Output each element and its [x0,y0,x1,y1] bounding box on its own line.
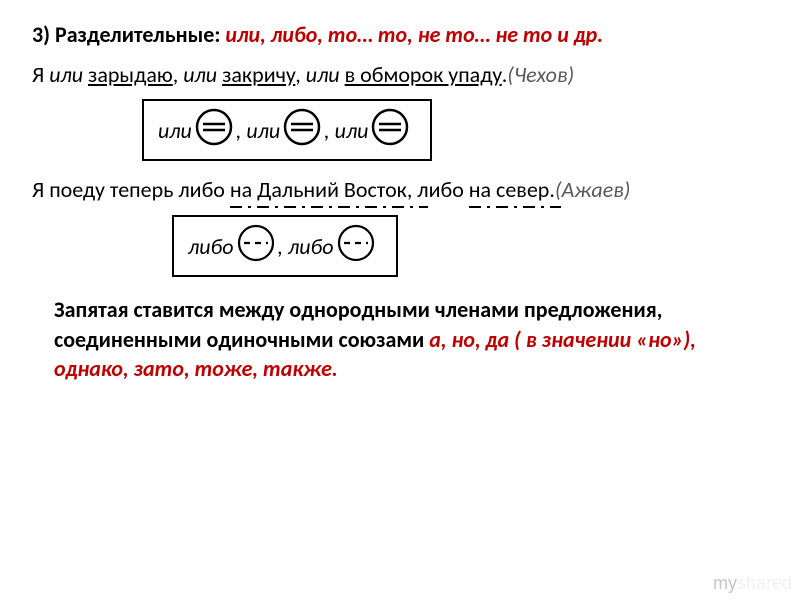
ex1-subject: Я [32,61,49,88]
ex1-verb-3: в обморок упаду [345,61,502,88]
ex1-conj-3: или [306,61,340,88]
example-1: Я или зарыдаю, или закричу, или в обморо… [32,60,768,90]
schema2-conj-1: либо [188,233,234,260]
ex1-author: (Чехов) [507,61,574,88]
ex2-author: (Ажаев) [555,176,631,203]
footer-brand: myshared [713,573,792,594]
ex2-phrase-2: на север [469,175,550,205]
predicate-icon [282,107,322,153]
predicate-icon [194,107,234,153]
schema1-conj-3: , или [324,117,368,144]
title-number: 3) [32,21,55,48]
title-label: Разделительные: [55,21,225,48]
ex2-prefix: Я поеду теперь либо [32,176,230,203]
example-2: Я поеду теперь либо на Дальний Восток, л… [32,175,768,205]
schema1-conj-2: , или [236,117,280,144]
ex1-verb-1: зарыдаю [88,61,173,88]
predicate-icon [370,107,410,153]
section-title: 3) Разделительные: или, либо, то… то, не… [32,20,768,50]
ex1-conj-2: или [183,61,217,88]
schema2-conj-2: , либо [278,233,334,260]
schema1-conj-1: или [158,117,192,144]
ex2-phrase-1: на Дальний Восток [230,175,407,205]
circumstance-icon [336,223,376,269]
circumstance-icon [236,223,276,269]
schema-2: либо , либо [172,215,768,277]
ex1-conj-1: или [49,61,83,88]
schema-1: или , или , или [142,99,768,161]
ex1-verb-2: закричу [222,61,295,88]
title-conjunctions: или, либо, то… то, не то… не то и др. [225,21,603,48]
rule-text: Запятая ставится между однородными члена… [54,295,768,384]
